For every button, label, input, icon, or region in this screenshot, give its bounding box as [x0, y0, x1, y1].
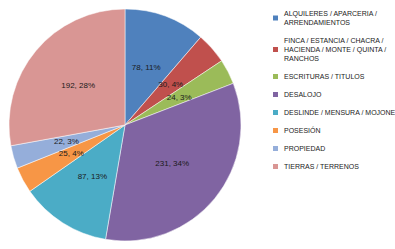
svg-text:24, 3%: 24, 3% — [167, 93, 192, 102]
svg-text:78, 11%: 78, 11% — [132, 63, 161, 72]
svg-text:192, 28%: 192, 28% — [61, 81, 95, 90]
svg-text:30, 4%: 30, 4% — [158, 80, 183, 89]
svg-text:ESCRITURAS / TITULOS: ESCRITURAS / TITULOS — [284, 73, 365, 80]
svg-text:DESALOJO: DESALOJO — [284, 91, 322, 98]
svg-text:FINCA / ESTANCIA / CHACRA /: FINCA / ESTANCIA / CHACRA / — [284, 37, 385, 44]
svg-text:DESLINDE / MENSURA / MOJONES: DESLINDE / MENSURA / MOJONES — [284, 109, 395, 116]
svg-text:HACIENDA / MONTE / QUINTA /: HACIENDA / MONTE / QUINTA / — [284, 46, 388, 54]
svg-text:POSESIÓN: POSESIÓN — [284, 126, 321, 134]
svg-text:231, 34%: 231, 34% — [155, 159, 189, 168]
svg-text:RANCHOS: RANCHOS — [284, 55, 319, 62]
svg-text:TIERRAS / TERRENOS: TIERRAS / TERRENOS — [284, 163, 359, 170]
svg-text:22, 3%: 22, 3% — [54, 137, 79, 146]
svg-text:ARRENDAMIENTOS: ARRENDAMIENTOS — [284, 19, 350, 26]
svg-text:ALQUILERES / APARCERIA /: ALQUILERES / APARCERIA / — [284, 10, 379, 18]
svg-text:87, 13%: 87, 13% — [78, 172, 107, 181]
svg-text:25, 4%: 25, 4% — [59, 149, 84, 158]
svg-text:PROPIEDAD: PROPIEDAD — [284, 145, 325, 152]
